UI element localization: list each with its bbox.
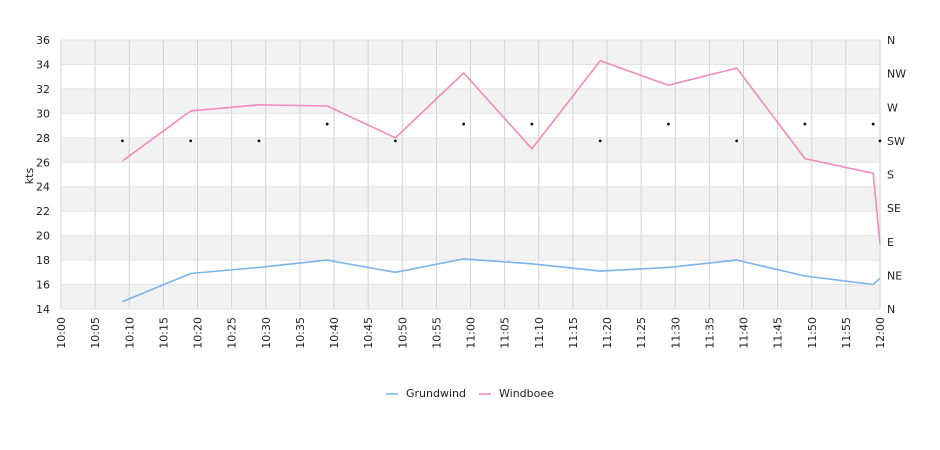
y-tick-label: 24 — [36, 181, 50, 194]
horizontal-grid — [61, 39, 880, 310]
direction-tick-label: SW — [887, 135, 905, 148]
x-tick-label: 10:40 — [328, 317, 341, 349]
x-tick-label: 10:00 — [55, 317, 68, 349]
x-tick-label: 11:05 — [499, 317, 512, 349]
x-tick-label: 10:35 — [294, 317, 307, 349]
direction-tick-label: S — [887, 169, 894, 182]
direction-marker — [325, 122, 329, 126]
series-line-windboee — [121, 59, 881, 245]
direction-marker — [598, 139, 602, 143]
x-tick-label: 11:45 — [772, 317, 785, 349]
direction-tick-label: N — [887, 34, 895, 47]
x-tick-label: 11:55 — [840, 317, 853, 349]
x-tick-label: 10:30 — [260, 317, 273, 349]
y-tick-label: 28 — [36, 132, 50, 145]
direction-tick-label: NW — [887, 68, 906, 81]
x-tick-label: 12:00 — [874, 317, 887, 349]
y-tick-label: 14 — [36, 303, 50, 316]
direction-axis-labels: N NE E SE S SW W NW N — [887, 34, 906, 316]
x-tick-label: 10:45 — [362, 317, 375, 349]
y-axis-title: kts — [23, 168, 36, 185]
x-tick-label: 11:15 — [567, 317, 580, 349]
x-tick-label: 10:10 — [123, 317, 136, 349]
x-tick-label: 10:55 — [430, 317, 443, 349]
direction-marker — [530, 122, 534, 126]
vertical-grid — [60, 40, 881, 309]
x-tick-label: 11:20 — [601, 317, 614, 349]
x-tick-label: 11:25 — [635, 317, 648, 349]
direction-marker — [735, 139, 739, 143]
direction-tick-label: SE — [887, 202, 901, 215]
direction-markers — [121, 122, 882, 143]
direction-marker — [878, 139, 882, 143]
legend-label: Windboee — [499, 387, 554, 400]
x-tick-label: 11:10 — [533, 317, 546, 349]
x-tick-label: 10:05 — [89, 317, 102, 349]
direction-marker — [871, 122, 875, 126]
direction-tick-label: W — [887, 101, 898, 114]
direction-marker — [394, 139, 397, 143]
y-tick-label: 36 — [36, 34, 50, 47]
direction-marker — [189, 139, 193, 143]
x-tick-label: 11:35 — [703, 317, 716, 349]
x-tick-label: 11:50 — [806, 317, 819, 349]
direction-tick-label: E — [887, 236, 894, 249]
direction-tick-label: N — [887, 303, 895, 316]
direction-tick-label: NE — [887, 269, 902, 282]
x-tick-label: 10:50 — [396, 317, 409, 349]
y-tick-label: 22 — [36, 205, 50, 218]
y-tick-label: 20 — [36, 230, 50, 243]
x-tick-label: 10:20 — [192, 317, 205, 349]
x-tick-label: 11:00 — [465, 317, 478, 349]
y-axis-labels: 14 16 18 20 22 24 26 28 30 32 34 36 — [36, 34, 50, 316]
legend: Grundwind Windboee — [386, 387, 554, 400]
x-tick-label: 10:15 — [157, 317, 170, 349]
series-lines — [121, 59, 881, 303]
x-tick-label: 11:30 — [669, 317, 682, 349]
x-axis-labels: 10:00 10:05 10:10 10:15 10:20 10:25 10:30 10:35… — [55, 317, 887, 349]
y-tick-label: 16 — [36, 279, 50, 292]
direction-marker — [257, 139, 261, 143]
series-line-grundwind — [122, 258, 881, 303]
direction-marker — [121, 139, 124, 143]
y-tick-label: 26 — [36, 156, 50, 169]
direction-marker — [803, 122, 807, 126]
y-tick-label: 34 — [36, 58, 50, 71]
y-tick-label: 18 — [36, 254, 50, 267]
y-tick-label: 32 — [36, 83, 50, 96]
direction-marker — [462, 122, 466, 126]
direction-marker — [667, 122, 670, 126]
x-tick-label: 10:25 — [226, 317, 239, 349]
y-tick-label: 30 — [36, 107, 50, 120]
x-tick-label: 11:40 — [738, 317, 751, 349]
legend-label: Grundwind — [406, 387, 466, 400]
